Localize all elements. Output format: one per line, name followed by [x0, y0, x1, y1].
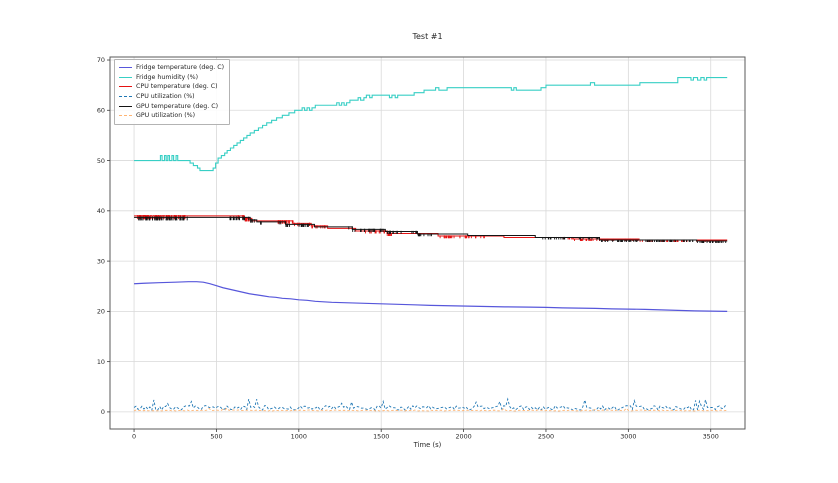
legend-label: Fridge temperature (deg. C)	[136, 64, 225, 72]
fridge-humidity-line-swatch	[119, 76, 132, 78]
x-axis-label: Time (s)	[413, 441, 442, 449]
y-tick-label: 70	[97, 56, 105, 64]
y-tick-label: 0	[101, 408, 105, 416]
y-tick-label: 20	[97, 308, 105, 316]
legend-label: GPU temperature (deg. C)	[136, 102, 219, 110]
series-line-5	[133, 407, 728, 412]
legend-label: Fridge humidity (%)	[136, 73, 199, 81]
series-line-4	[134, 216, 728, 242]
y-tick-label: 10	[97, 358, 105, 366]
legend-label: GPU utilization (%)	[136, 112, 196, 120]
legend-label: CPU utilization (%)	[136, 93, 195, 101]
series-line-1	[134, 77, 728, 172]
legend-item-gpu-temperature: GPU temperature (deg. C)	[119, 101, 224, 111]
x-tick-label: 0	[132, 433, 136, 441]
x-tick-label: 3500	[703, 433, 719, 441]
series-line-3	[133, 397, 728, 412]
gpu-utilization-line-swatch	[119, 115, 132, 117]
fridge-temperature-line-swatch	[119, 67, 132, 69]
chart-title: Test #1	[412, 32, 443, 41]
legend-label: CPU temperature (deg. C)	[136, 83, 218, 91]
series-line-0	[134, 281, 728, 312]
x-tick-label: 2000	[455, 433, 471, 441]
series-line-2	[134, 215, 728, 241]
gpu-temperature-line-swatch	[119, 105, 132, 107]
x-tick-label: 500	[210, 433, 222, 441]
legend-item-cpu-temperature: CPU temperature (deg. C)	[119, 82, 224, 92]
y-tick-label: 50	[97, 157, 105, 165]
legend-item-gpu-utilization: GPU utilization (%)	[119, 111, 224, 121]
legend: Fridge temperature (deg. C) Fridge humid…	[114, 59, 231, 125]
x-tick-label: 3000	[620, 433, 636, 441]
legend-item-fridge-humidity: Fridge humidity (%)	[119, 73, 224, 83]
y-tick-label: 60	[97, 106, 105, 114]
x-tick-label: 2500	[538, 433, 554, 441]
axes-spines	[109, 56, 746, 430]
legend-item-fridge-temperature: Fridge temperature (deg. C)	[119, 63, 224, 73]
y-tick-label: 30	[97, 257, 105, 265]
x-tick-label: 1000	[291, 433, 307, 441]
legend-item-cpu-utilization: CPU utilization (%)	[119, 92, 224, 102]
cpu-utilization-line-swatch	[119, 96, 132, 98]
y-tick-label: 40	[97, 207, 105, 215]
x-tick-label: 1500	[373, 433, 389, 441]
cpu-temperature-line-swatch	[119, 86, 132, 88]
